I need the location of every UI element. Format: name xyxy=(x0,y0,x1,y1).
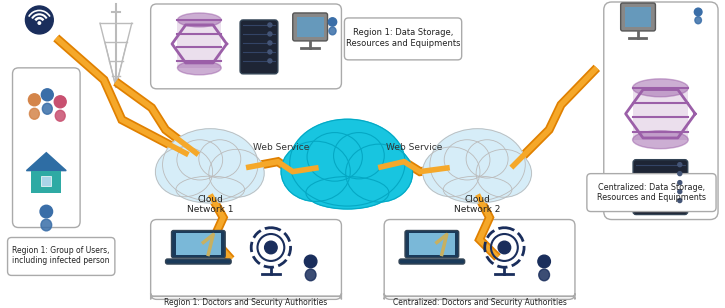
FancyBboxPatch shape xyxy=(587,174,716,212)
Circle shape xyxy=(678,180,681,184)
Ellipse shape xyxy=(444,140,490,180)
Circle shape xyxy=(695,8,702,16)
FancyBboxPatch shape xyxy=(625,7,652,27)
FancyBboxPatch shape xyxy=(165,259,231,264)
Ellipse shape xyxy=(307,132,362,181)
Circle shape xyxy=(268,41,272,45)
Circle shape xyxy=(40,205,53,218)
FancyBboxPatch shape xyxy=(384,294,575,299)
Circle shape xyxy=(38,22,41,24)
FancyBboxPatch shape xyxy=(12,68,80,228)
Circle shape xyxy=(304,255,317,268)
Ellipse shape xyxy=(209,149,264,197)
FancyBboxPatch shape xyxy=(7,237,115,275)
Ellipse shape xyxy=(176,176,244,203)
Text: Cloud
Network 2: Cloud Network 2 xyxy=(455,195,501,214)
Circle shape xyxy=(678,163,681,167)
Ellipse shape xyxy=(41,219,51,231)
Ellipse shape xyxy=(329,27,336,35)
Ellipse shape xyxy=(443,176,512,203)
FancyBboxPatch shape xyxy=(41,176,51,186)
Ellipse shape xyxy=(178,13,221,27)
Ellipse shape xyxy=(423,147,480,197)
Ellipse shape xyxy=(55,110,65,121)
Circle shape xyxy=(538,255,550,268)
FancyBboxPatch shape xyxy=(31,171,61,192)
Circle shape xyxy=(28,94,41,106)
Ellipse shape xyxy=(42,103,52,114)
FancyBboxPatch shape xyxy=(178,20,221,68)
Ellipse shape xyxy=(346,144,413,202)
Circle shape xyxy=(328,18,336,26)
Circle shape xyxy=(268,32,272,36)
FancyBboxPatch shape xyxy=(240,20,278,74)
Circle shape xyxy=(268,23,272,27)
Circle shape xyxy=(25,6,53,34)
Text: Region 1: Doctors and Security Authorities: Region 1: Doctors and Security Authoriti… xyxy=(165,298,328,307)
Ellipse shape xyxy=(633,131,688,149)
Circle shape xyxy=(54,96,66,108)
Ellipse shape xyxy=(155,147,212,197)
FancyBboxPatch shape xyxy=(151,294,341,299)
Circle shape xyxy=(268,59,272,63)
Circle shape xyxy=(498,241,510,254)
Ellipse shape xyxy=(281,141,350,201)
Ellipse shape xyxy=(177,140,223,180)
FancyBboxPatch shape xyxy=(604,2,718,220)
FancyBboxPatch shape xyxy=(405,230,459,258)
Ellipse shape xyxy=(290,119,405,206)
Text: Region 1: Data Storage,
Resources and Equipments: Region 1: Data Storage, Resources and Eq… xyxy=(346,28,460,48)
Ellipse shape xyxy=(162,129,258,201)
FancyBboxPatch shape xyxy=(399,259,465,264)
Ellipse shape xyxy=(306,176,389,209)
FancyBboxPatch shape xyxy=(175,233,221,255)
Text: Web Service: Web Service xyxy=(386,143,442,152)
Circle shape xyxy=(678,190,681,194)
Ellipse shape xyxy=(695,17,702,24)
Ellipse shape xyxy=(30,108,39,119)
Ellipse shape xyxy=(430,129,526,201)
Ellipse shape xyxy=(199,140,241,178)
FancyBboxPatch shape xyxy=(633,160,688,215)
Circle shape xyxy=(678,172,681,176)
Ellipse shape xyxy=(334,132,384,179)
Ellipse shape xyxy=(178,61,221,75)
Text: Centralized: Data Storage,
Resources and Equipments: Centralized: Data Storage, Resources and… xyxy=(597,183,706,202)
Circle shape xyxy=(678,199,681,203)
Ellipse shape xyxy=(466,140,508,178)
Text: Cloud
Network 1: Cloud Network 1 xyxy=(187,195,233,214)
FancyBboxPatch shape xyxy=(384,220,575,299)
Text: Region 1: Group of Users,
including infected person: Region 1: Group of Users, including infe… xyxy=(12,246,110,265)
Circle shape xyxy=(268,50,272,54)
FancyBboxPatch shape xyxy=(344,18,462,60)
FancyBboxPatch shape xyxy=(293,13,328,41)
FancyBboxPatch shape xyxy=(172,230,225,258)
Ellipse shape xyxy=(305,269,316,281)
FancyBboxPatch shape xyxy=(151,4,341,89)
Polygon shape xyxy=(26,153,66,171)
FancyBboxPatch shape xyxy=(633,88,688,140)
FancyBboxPatch shape xyxy=(409,233,455,255)
Ellipse shape xyxy=(476,149,531,197)
Circle shape xyxy=(41,89,53,101)
FancyBboxPatch shape xyxy=(621,3,655,31)
FancyBboxPatch shape xyxy=(297,17,323,37)
Ellipse shape xyxy=(539,269,550,281)
Text: Web Service: Web Service xyxy=(252,143,309,152)
FancyBboxPatch shape xyxy=(151,220,341,299)
Ellipse shape xyxy=(633,79,688,97)
Circle shape xyxy=(265,241,277,254)
Text: Centralized: Doctors and Security Authorities: Centralized: Doctors and Security Author… xyxy=(393,298,566,307)
